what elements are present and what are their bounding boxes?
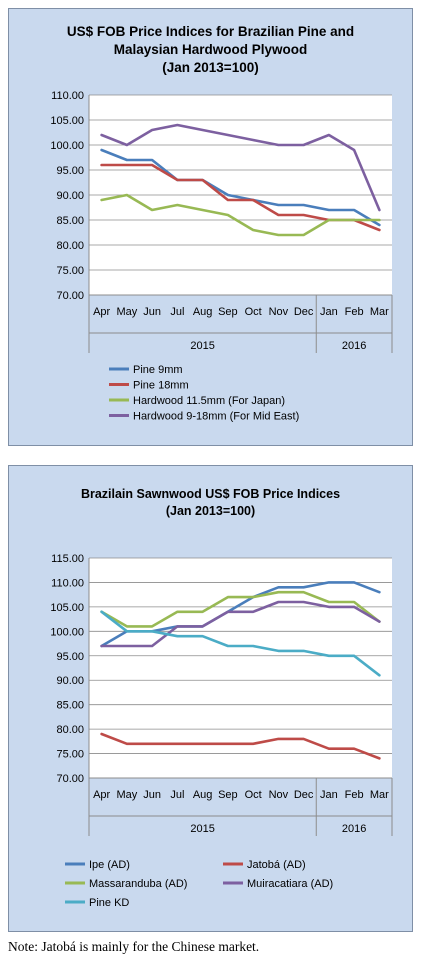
series-line — [100, 732, 381, 760]
chart-title-line-1: Brazilain Sawnwood US$ FOB Price Indices — [80, 487, 341, 501]
y-tick-label: 105.00 — [50, 602, 84, 614]
chart-title: US$ FOB Price Indices for Brazilian Pine… — [9, 23, 412, 77]
chart-title: Brazilain Sawnwood US$ FOB Price Indices… — [9, 486, 412, 520]
legend-label: Pine KD — [89, 897, 129, 909]
y-tick-label: 105.00 — [50, 115, 84, 127]
plywood-chart-svg: 70.00 75.00 80.00 85.00 90.00 95.00 100.00 105.… — [50, 90, 393, 423]
year-label: 2016 — [342, 823, 366, 835]
x-tick-label: Nov — [269, 306, 289, 318]
footnote: Note: Jatobá is mainly for the Chinese m… — [8, 939, 260, 954]
series-line — [100, 600, 381, 648]
y-tick-label: 90.00 — [56, 190, 84, 202]
x-tick-label: Jun — [143, 306, 161, 318]
plot-area — [89, 558, 392, 778]
y-tick-label: 85.00 — [56, 215, 84, 227]
x-tick-label: Aug — [193, 306, 213, 318]
y-tick-label: 85.00 — [56, 700, 84, 712]
y-tick-label: 95.00 — [56, 651, 84, 663]
legend-label: Hardwood 11.5mm (For Japan) — [133, 395, 285, 407]
series-line — [100, 148, 381, 227]
y-tick-label: 95.00 — [56, 165, 84, 177]
x-tick-label: Sep — [218, 789, 238, 801]
y-tick-label: 90.00 — [56, 675, 84, 687]
x-tick-label: Jan — [320, 789, 338, 801]
x-tick-label: Jul — [170, 789, 184, 801]
year-label: 2015 — [190, 340, 214, 352]
series-line — [100, 193, 381, 237]
y-tick-label: 70.00 — [56, 773, 84, 785]
sawnwood-price-chart: Brazilain Sawnwood US$ FOB Price Indices… — [8, 465, 413, 932]
year-label: 2015 — [190, 823, 214, 835]
legend-label: Pine 9mm — [133, 364, 183, 376]
y-tick-label: 75.00 — [56, 749, 84, 761]
chart-title-line-2: Malaysian Hardwood Plywood — [113, 42, 308, 57]
y-tick-label: 110.00 — [51, 90, 84, 102]
x-tick-label: Oct — [245, 789, 262, 801]
chart-title-line-2: (Jan 2013=100) — [165, 504, 256, 518]
y-tick-label: 80.00 — [56, 240, 84, 252]
x-tick-label: Apr — [93, 789, 110, 801]
x-tick-label: May — [116, 789, 137, 801]
chart-title-line-1: US$ FOB Price Indices for Brazilian Pine… — [66, 24, 355, 39]
legend-label: Pine 18mm — [133, 380, 189, 392]
x-tick-label: Feb — [345, 789, 364, 801]
x-tick-label: May — [116, 306, 137, 318]
plywood-price-chart: US$ FOB Price Indices for Brazilian Pine… — [8, 8, 413, 446]
chart-title-line-3: (Jan 2013=100) — [162, 60, 259, 75]
year-label: 2016 — [342, 340, 366, 352]
sawnwood-chart-svg: 70.00 75.00 80.00 85.00 90.00 95.00 100.00 105.… — [50, 553, 393, 909]
series-line — [100, 123, 381, 212]
y-tick-label: 80.00 — [56, 724, 84, 736]
x-tick-label: Mar — [370, 306, 389, 318]
y-tick-label: 110.00 — [51, 577, 84, 589]
x-tick-label: Sep — [218, 306, 238, 318]
series-line — [100, 590, 381, 628]
legend-label: Muiracatiara (AD) — [247, 878, 333, 890]
legend-label: Ipe (AD) — [89, 859, 130, 871]
x-tick-label: Dec — [294, 789, 314, 801]
y-tick-label: 100.00 — [50, 626, 84, 638]
y-tick-label: 70.00 — [56, 290, 84, 302]
x-tick-label: Dec — [294, 306, 314, 318]
legend-label: Hardwood 9-18mm (For Mid East) — [133, 411, 299, 423]
legend-label: Jatobá (AD) — [247, 859, 306, 871]
x-tick-label: Oct — [245, 306, 262, 318]
x-tick-label: Feb — [345, 306, 364, 318]
x-tick-label: Nov — [269, 789, 289, 801]
y-tick-label: 100.00 — [50, 140, 84, 152]
x-tick-label: Jul — [170, 306, 184, 318]
x-tick-label: Mar — [370, 789, 389, 801]
x-tick-label: Jan — [320, 306, 338, 318]
y-tick-label: 115.00 — [51, 553, 84, 565]
x-tick-label: Jun — [143, 789, 161, 801]
series-line — [100, 610, 381, 677]
x-tick-label: Apr — [93, 306, 110, 318]
x-tick-label: Aug — [193, 789, 213, 801]
legend-label: Massaranduba (AD) — [89, 878, 187, 890]
y-tick-label: 75.00 — [56, 265, 84, 277]
